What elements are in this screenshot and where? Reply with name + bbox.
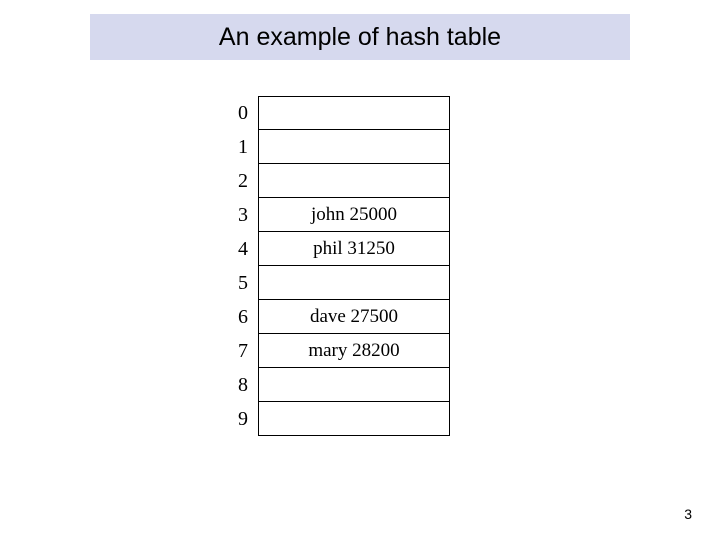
row-cell: [258, 96, 450, 130]
row-cell: [258, 164, 450, 198]
table-row: 0: [232, 96, 450, 130]
row-index: 7: [232, 334, 258, 368]
table-row: 4phil 31250: [232, 232, 450, 266]
row-index: 1: [232, 130, 258, 164]
row-cell: phil 31250: [258, 232, 450, 266]
row-cell: [258, 130, 450, 164]
row-cell: john 25000: [258, 198, 450, 232]
table-row: 5: [232, 266, 450, 300]
row-index: 5: [232, 266, 258, 300]
row-cell: dave 27500: [258, 300, 450, 334]
row-cell: [258, 368, 450, 402]
table-row: 8: [232, 368, 450, 402]
row-cell: [258, 266, 450, 300]
table-row: 7mary 28200: [232, 334, 450, 368]
title-bar: An example of hash table: [90, 14, 630, 60]
slide-title: An example of hash table: [219, 23, 501, 52]
row-index: 6: [232, 300, 258, 334]
row-index: 4: [232, 232, 258, 266]
table-row: 6dave 27500: [232, 300, 450, 334]
row-cell: [258, 402, 450, 436]
table-row: 3john 25000: [232, 198, 450, 232]
row-cell: mary 28200: [258, 334, 450, 368]
table-row: 1: [232, 130, 450, 164]
row-index: 3: [232, 198, 258, 232]
row-index: 9: [232, 402, 258, 436]
page-number: 3: [684, 506, 692, 522]
row-index: 8: [232, 368, 258, 402]
row-index: 0: [232, 96, 258, 130]
hash-table-diagram: 0123john 250004phil 3125056dave 275007ma…: [232, 96, 450, 436]
table-row: 9: [232, 402, 450, 436]
table-row: 2: [232, 164, 450, 198]
row-index: 2: [232, 164, 258, 198]
